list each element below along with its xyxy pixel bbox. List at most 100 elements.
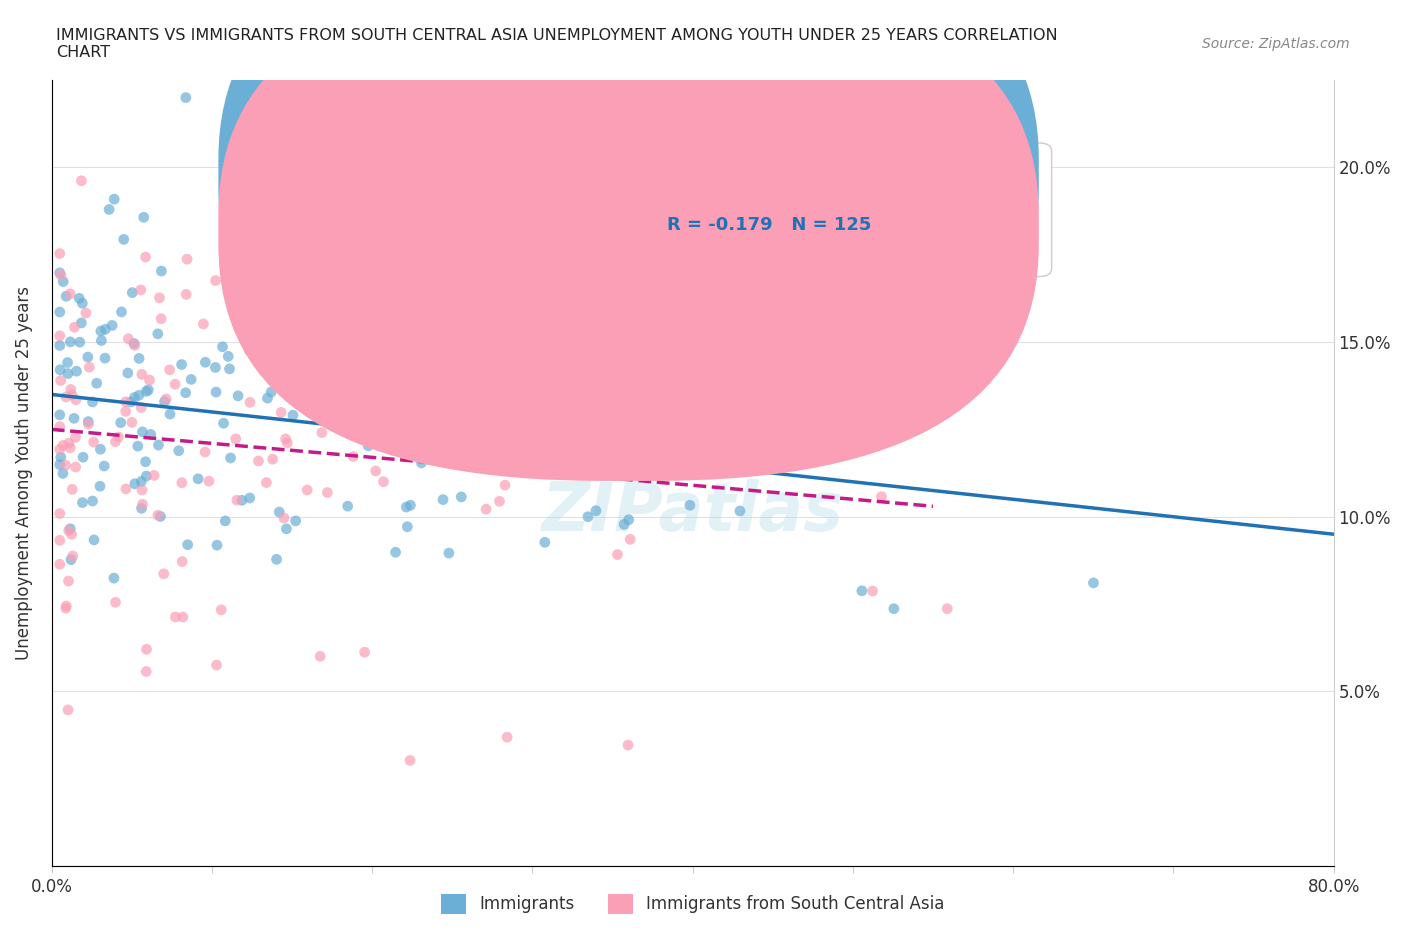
Point — [209, 603, 232, 618]
Point — [357, 438, 380, 453]
Point — [229, 281, 252, 296]
Point — [212, 416, 235, 431]
Point — [56, 702, 79, 717]
Point — [399, 753, 422, 768]
Point — [49, 373, 72, 388]
Point — [606, 547, 628, 562]
Point — [194, 355, 217, 370]
Point — [58, 574, 80, 589]
Point — [395, 380, 418, 395]
Point — [79, 360, 101, 375]
Point — [373, 474, 395, 489]
Point — [72, 450, 94, 465]
Point — [395, 499, 418, 514]
Point — [269, 505, 291, 520]
Point — [174, 90, 197, 105]
Point — [56, 355, 79, 370]
Point — [120, 394, 142, 409]
Point — [129, 400, 152, 415]
Point — [77, 417, 100, 432]
Point — [519, 420, 541, 435]
FancyBboxPatch shape — [218, 0, 1039, 426]
Point — [59, 382, 82, 397]
Point — [231, 493, 253, 508]
Point — [613, 517, 636, 532]
Point — [148, 290, 170, 305]
Point — [494, 353, 516, 368]
Point — [464, 409, 486, 424]
Point — [585, 503, 607, 518]
Point — [89, 442, 111, 457]
Point — [309, 649, 332, 664]
Point — [617, 512, 640, 527]
Point — [83, 434, 105, 449]
Point — [86, 376, 108, 391]
Point — [728, 503, 751, 518]
Point — [135, 664, 157, 679]
Point — [103, 571, 125, 586]
Text: Source: ZipAtlas.com: Source: ZipAtlas.com — [1202, 37, 1350, 51]
Point — [316, 485, 339, 500]
Point — [412, 394, 434, 409]
Point — [124, 390, 146, 405]
Point — [714, 377, 737, 392]
Point — [582, 343, 605, 358]
Point — [58, 436, 80, 451]
Point — [198, 473, 221, 488]
Point — [60, 527, 83, 542]
Point — [534, 535, 557, 550]
Point — [260, 339, 283, 354]
Point — [75, 306, 97, 321]
Point — [63, 411, 86, 426]
Point — [363, 346, 385, 361]
Point — [273, 511, 295, 525]
Point — [135, 642, 157, 657]
Point — [870, 489, 893, 504]
Point — [295, 483, 318, 498]
Point — [49, 419, 72, 434]
Point — [107, 430, 129, 445]
Point — [432, 492, 454, 507]
Point — [56, 366, 79, 381]
Point — [110, 304, 132, 319]
Point — [336, 498, 359, 513]
Point — [49, 265, 72, 280]
Point — [60, 552, 83, 567]
Point — [176, 252, 198, 267]
Point — [235, 161, 257, 176]
Point — [131, 367, 153, 382]
Point — [260, 385, 283, 400]
Point — [159, 406, 181, 421]
Point — [136, 382, 159, 397]
Point — [193, 316, 215, 331]
Point — [49, 246, 72, 261]
Point — [219, 450, 242, 465]
Point — [416, 434, 439, 449]
Point — [155, 392, 177, 406]
Point — [69, 335, 91, 350]
Point — [72, 296, 94, 311]
Point — [357, 261, 380, 276]
Point — [131, 483, 153, 498]
Point — [149, 509, 172, 524]
Point — [488, 494, 510, 509]
Point — [851, 583, 873, 598]
Point — [496, 730, 519, 745]
Y-axis label: Unemployment Among Youth under 25 years: Unemployment Among Youth under 25 years — [15, 286, 32, 660]
Point — [110, 415, 132, 430]
Point — [83, 533, 105, 548]
Point — [49, 450, 72, 465]
Point — [354, 428, 377, 443]
Point — [135, 384, 157, 399]
Point — [270, 405, 292, 419]
Point — [461, 399, 484, 414]
Point — [654, 288, 676, 303]
Point — [180, 372, 202, 387]
Point — [143, 468, 166, 483]
Point — [52, 466, 75, 481]
Point — [153, 394, 176, 409]
Point — [70, 173, 93, 188]
Point — [217, 349, 239, 364]
Point — [77, 414, 100, 429]
Point — [308, 320, 330, 335]
